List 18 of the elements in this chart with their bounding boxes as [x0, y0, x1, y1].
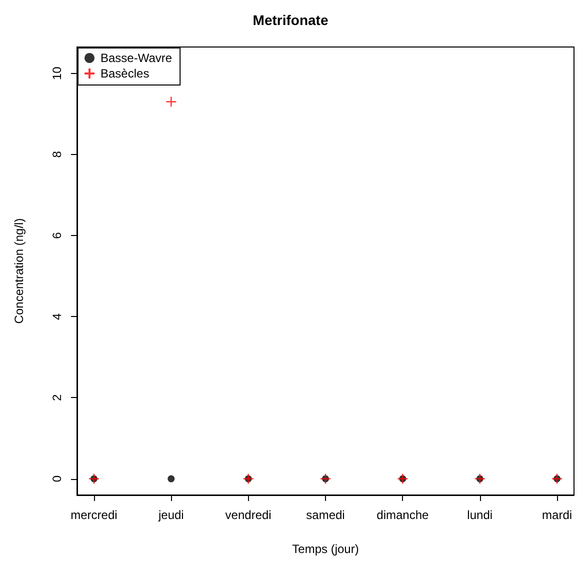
y-tick-label: 2 — [50, 394, 64, 402]
x-tick-label: samedi — [306, 508, 345, 522]
x-tick-label: mardi — [542, 508, 572, 522]
x-tick-label: dimanche — [376, 508, 430, 522]
y-tick-label: 8 — [50, 150, 64, 158]
y-tick-label: 0 — [50, 475, 64, 482]
x-tick-label: jeudi — [157, 508, 184, 522]
y-axis-title: Concentration (ng/l) — [12, 218, 26, 324]
y-tick-label: 10 — [50, 66, 64, 80]
legend-label: Basècles — [100, 66, 150, 80]
x-tick-label: vendredi — [225, 508, 272, 522]
x-tick-label: lundi — [467, 508, 493, 522]
y-tick-label: 4 — [50, 312, 64, 320]
x-tick-label: mercredi — [70, 508, 118, 522]
legend-label: Basse-Wavre — [100, 51, 172, 65]
x-axis-title: Temps (jour) — [292, 542, 359, 556]
y-tick-label: 6 — [50, 232, 64, 239]
chart-title: Metrifonate — [252, 12, 328, 28]
